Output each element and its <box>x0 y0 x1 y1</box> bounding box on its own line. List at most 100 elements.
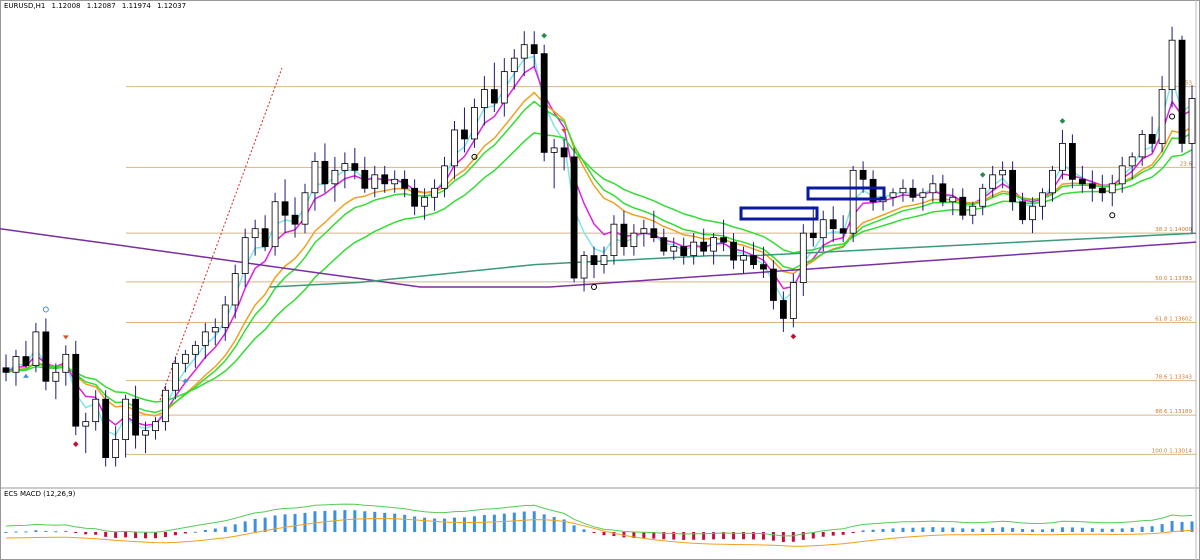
candle-body <box>391 178 399 185</box>
macd-bar <box>293 513 297 532</box>
signal-diamond <box>541 32 548 39</box>
macd-bar <box>1180 521 1184 532</box>
macd-bar <box>662 532 666 540</box>
macd-bar <box>861 530 865 532</box>
candle-body <box>62 353 70 373</box>
macd-bar <box>751 532 755 540</box>
candles <box>2 26 1196 467</box>
macd-label: ECS MACD (12,26,9) <box>4 490 76 498</box>
candle-body <box>630 232 638 248</box>
candle-body <box>42 331 50 382</box>
candle-body <box>899 187 907 194</box>
macd-bar <box>1190 521 1194 532</box>
macd-bar <box>991 527 995 532</box>
close-value: 1.12037 <box>157 2 187 10</box>
candle-body <box>959 196 967 216</box>
macd-bar <box>203 530 207 532</box>
ma-green-line <box>5 100 1193 414</box>
candle-body <box>530 44 538 55</box>
candle-body <box>760 264 767 270</box>
candle-body <box>251 228 259 239</box>
candle-body <box>600 255 608 265</box>
candle-body <box>859 169 867 180</box>
macd-bar <box>153 532 157 539</box>
signal-circle <box>42 306 49 313</box>
signal-circle <box>1109 212 1116 219</box>
fib-label: 78.6 1.13343 <box>1155 375 1192 381</box>
candle-body <box>670 246 678 252</box>
signal-arrow-up <box>182 378 189 383</box>
macd-bar <box>443 518 447 532</box>
macd-panel <box>4 503 1194 547</box>
candle-body <box>730 241 737 261</box>
macd-bar <box>911 527 915 532</box>
macd-bar <box>841 532 845 535</box>
macd-bar <box>84 532 88 535</box>
candle-body <box>720 237 727 243</box>
candle-body <box>550 147 558 153</box>
macd-bar <box>283 514 287 532</box>
candle-body <box>989 174 997 189</box>
macd-bar <box>702 532 706 540</box>
candle-body <box>461 129 468 140</box>
macd-bar <box>811 532 815 539</box>
candle-body <box>2 367 10 373</box>
candle-body <box>201 331 209 346</box>
fib-label: 38.2 1.14000 <box>1155 227 1192 233</box>
macd-bar <box>492 514 496 532</box>
candle-body <box>829 219 837 230</box>
candle-body <box>92 398 100 423</box>
candle-body <box>1168 39 1176 90</box>
candle-body <box>849 169 857 234</box>
candle-body <box>680 246 688 257</box>
signal-circle <box>471 153 478 160</box>
signal-arrow-up <box>22 373 29 378</box>
macd-bar <box>692 532 696 540</box>
macd-bar <box>253 518 257 532</box>
macd-bar <box>682 532 686 540</box>
macd-bar <box>1090 528 1094 532</box>
candle-body <box>889 192 897 198</box>
ma-green-slow-line <box>5 131 1193 403</box>
signal-diamond <box>1059 118 1066 124</box>
ma-cyan-line <box>5 55 1193 437</box>
macd-bar <box>243 521 247 532</box>
macd-bar <box>34 530 38 532</box>
macd-bar <box>54 531 58 533</box>
candle-body <box>52 371 60 382</box>
chart-header: EURUSD,H1 1.12008 1.12087 1.11974 1.1203… <box>4 2 190 10</box>
candle-body <box>261 228 269 248</box>
fib-label: 23.6 <box>1180 161 1193 167</box>
macd-bar <box>423 517 427 532</box>
candle-body <box>291 214 299 225</box>
macd-bar <box>791 532 795 542</box>
macd-bar <box>1110 528 1114 532</box>
macd-bar <box>582 529 586 532</box>
macd-bar <box>124 532 128 538</box>
candle-body <box>351 163 359 171</box>
candle-body <box>1158 89 1166 144</box>
candle-body <box>1029 205 1036 221</box>
candle-body <box>1178 39 1186 144</box>
fib-label: 61.8 1.13602 <box>1155 316 1192 322</box>
candle-body <box>241 237 249 274</box>
candle-body <box>441 165 448 189</box>
candle-body <box>82 421 90 427</box>
moving-averages <box>0 55 1197 437</box>
macd-bar <box>971 528 975 532</box>
macd-bar <box>413 516 417 532</box>
candle-body <box>979 187 987 207</box>
candle-body <box>1039 192 1046 207</box>
ma-magenta-line <box>5 65 1193 426</box>
macd-bar <box>363 511 367 532</box>
macd-bar <box>263 517 267 532</box>
candle-body <box>520 44 528 59</box>
candle-body <box>690 241 698 257</box>
candle-body <box>221 304 229 328</box>
macd-bar <box>1100 528 1104 532</box>
macd-bar <box>213 528 217 532</box>
macd-signal-line <box>5 517 1193 547</box>
ma-purple-line <box>0 227 1197 288</box>
candle-body <box>500 71 508 104</box>
